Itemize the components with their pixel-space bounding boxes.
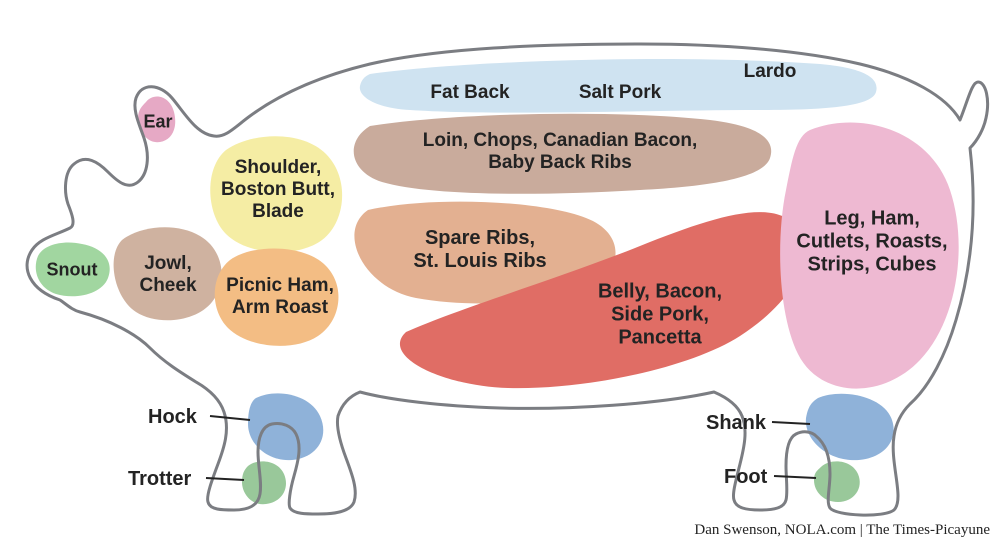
region-loin bbox=[354, 114, 771, 194]
region-picnic bbox=[215, 248, 339, 345]
region-shank bbox=[806, 394, 894, 460]
region-snout bbox=[36, 243, 110, 297]
diagram-svg bbox=[0, 0, 1000, 545]
credit-line: Dan Swenson, NOLA.com | The Times-Picayu… bbox=[694, 522, 990, 539]
leader-line-shank_leader bbox=[772, 422, 810, 424]
pig-cuts-diagram: EarSnoutJowl, CheekShoulder, Boston Butt… bbox=[0, 0, 1000, 545]
region-foot bbox=[814, 461, 860, 502]
leader-line-hock_leader bbox=[210, 416, 250, 420]
leader-line-foot_leader bbox=[774, 476, 816, 478]
region-leg bbox=[780, 123, 959, 389]
region-fatback_salt_lardo_band bbox=[360, 59, 877, 113]
regions-group bbox=[36, 59, 959, 504]
region-shoulder bbox=[210, 136, 342, 252]
region-jowl bbox=[114, 227, 222, 320]
region-trotter bbox=[242, 461, 286, 504]
